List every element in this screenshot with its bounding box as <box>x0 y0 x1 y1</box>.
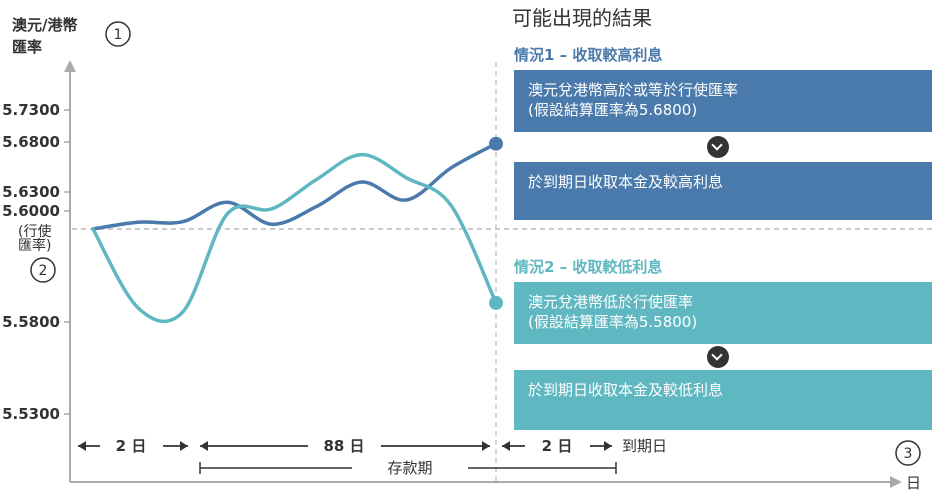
timeline-seg2: 88 日 <box>323 437 364 455</box>
y-tick-label: 5.6000 <box>2 202 60 220</box>
y-tick-label: 5.5300 <box>2 405 60 423</box>
svg-text:2: 2 <box>39 263 48 279</box>
timeline-seg1: 2 日 <box>116 437 147 455</box>
scenario1-assumption: (假設結算匯率為5.6800) <box>528 101 698 119</box>
timeline <box>78 441 617 474</box>
scenario1-result: 於到期日收取本金及較高利息 <box>528 173 724 191</box>
series-line-1 <box>91 141 498 231</box>
strike-label-line1: (行使 <box>18 223 51 240</box>
series-end-point-2 <box>489 295 503 310</box>
series-line-2 <box>91 152 498 324</box>
x-axis-arrow <box>890 476 902 488</box>
scenario2-condition: 澳元兌港幣低於行使匯率 <box>528 293 694 311</box>
marker-1: 1 <box>105 21 131 47</box>
svg-text:1: 1 <box>114 27 123 43</box>
y-axis-label-line2: 匯率 <box>12 38 42 56</box>
timeline-end-label: 到期日 <box>622 437 667 455</box>
scenario2-heading: 情況2 – 收取較低利息 <box>514 258 663 276</box>
y-tick-label: 5.6300 <box>2 183 60 201</box>
marker-2: 2 <box>30 257 56 283</box>
chevron-down-icon <box>707 346 729 368</box>
marker-3: 3 <box>895 440 921 466</box>
svg-text:3: 3 <box>904 446 913 462</box>
timeline-seg3: 2 日 <box>542 437 573 455</box>
strike-label-line2: 匯率) <box>18 237 51 254</box>
series-layer <box>91 136 503 324</box>
y-axis-arrow <box>64 60 76 72</box>
scenario2-assumption: (假設結算匯率為5.5800) <box>528 313 698 331</box>
deposit-period-label: 存款期 <box>387 459 432 477</box>
results-panel-title: 可能出現的結果 <box>512 6 652 30</box>
y-axis-label-line1: 澳元/港幣 <box>12 16 77 34</box>
scenario2-result-box: 於到期日收取本金及較低利息 <box>514 370 932 430</box>
y-tick-label: 5.7300 <box>2 101 60 119</box>
scenario2-condition-box: 澳元兌港幣低於行使匯率 (假設結算匯率為5.5800) <box>514 282 932 344</box>
y-tick-label: 5.5800 <box>2 313 60 331</box>
scenario1-result-box: 於到期日收取本金及較高利息 <box>514 162 932 220</box>
scenario2-result: 於到期日收取本金及較低利息 <box>528 381 724 399</box>
x-axis-label: 日 <box>906 474 921 492</box>
scenario1-condition-box: 澳元兌港幣高於或等於行使匯率 (假設結算匯率為5.6800) <box>514 70 932 132</box>
y-tick-label: 5.6800 <box>2 133 60 151</box>
series-end-point-1 <box>489 136 503 151</box>
scenario1-condition: 澳元兌港幣高於或等於行使匯率 <box>528 81 739 99</box>
chevron-down-icon <box>707 136 729 158</box>
scenario1-heading: 情況1 – 收取較高利息 <box>514 46 663 64</box>
